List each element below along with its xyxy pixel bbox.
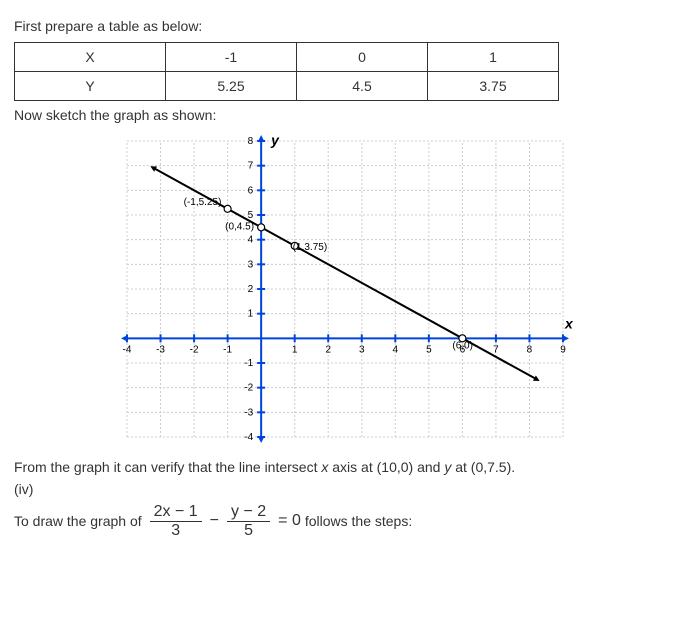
svg-text:-3: -3: [244, 407, 253, 418]
table-cell: -1: [166, 43, 297, 72]
svg-text:(1,3.75): (1,3.75): [293, 242, 327, 253]
verify-text: From the graph it can verify that the li…: [14, 459, 676, 475]
svg-text:(-1,5.25): (-1,5.25): [184, 197, 222, 208]
part-label: (iv): [14, 481, 676, 497]
frac2-num: y − 2: [227, 503, 270, 522]
verify-text-part1: From the graph it can verify that the li…: [14, 459, 321, 475]
svg-text:x: x: [564, 315, 574, 331]
verify-text-part2: axis at (10,0) and: [328, 459, 444, 475]
frac2-den: 5: [240, 522, 257, 540]
svg-text:8: 8: [527, 344, 533, 355]
svg-text:-4: -4: [123, 344, 132, 355]
svg-text:(6,0): (6,0): [452, 340, 473, 351]
fraction-2: y − 2 5: [227, 503, 270, 539]
svg-text:3: 3: [359, 344, 365, 355]
table-cell: 4.5: [297, 72, 428, 101]
equals-zero: = 0: [278, 512, 301, 530]
svg-text:7: 7: [248, 161, 254, 172]
verify-text-part3: at (0,7.5).: [451, 459, 515, 475]
table-cell: X: [15, 43, 166, 72]
svg-text:5: 5: [426, 344, 432, 355]
svg-text:1: 1: [248, 309, 254, 320]
svg-text:4: 4: [248, 235, 254, 246]
equation-line: To draw the graph of 2x − 1 3 − y − 2 5 …: [14, 503, 676, 539]
eq-prefix: To draw the graph of: [14, 513, 142, 529]
frac1-den: 3: [167, 522, 184, 540]
svg-text:-1: -1: [244, 358, 253, 369]
svg-text:2: 2: [248, 284, 254, 295]
svg-text:1: 1: [292, 344, 298, 355]
svg-text:4: 4: [393, 344, 399, 355]
sketch-text: Now sketch the graph as shown:: [14, 107, 676, 123]
svg-text:-2: -2: [244, 383, 253, 394]
graph-container: -4-3-2-1123456789-4-3-2-112345678xy(-1,5…: [14, 129, 676, 449]
svg-text:-3: -3: [156, 344, 165, 355]
table-cell: Y: [15, 72, 166, 101]
table-cell: 1: [428, 43, 559, 72]
table-cell: 3.75: [428, 72, 559, 101]
svg-text:-4: -4: [244, 432, 253, 443]
svg-text:9: 9: [560, 344, 566, 355]
svg-text:7: 7: [493, 344, 499, 355]
values-table: X-101 Y5.254.53.75: [14, 42, 559, 101]
line-graph: -4-3-2-1123456789-4-3-2-112345678xy(-1,5…: [115, 129, 575, 449]
svg-text:6: 6: [248, 185, 254, 196]
svg-text:-2: -2: [190, 344, 199, 355]
fraction-1: 2x − 1 3: [150, 503, 202, 539]
table-cell: 0: [297, 43, 428, 72]
frac1-num: 2x − 1: [150, 503, 202, 522]
svg-text:-1: -1: [223, 344, 232, 355]
minus-sign: −: [210, 512, 219, 530]
svg-text:y: y: [270, 132, 280, 148]
svg-text:(0,4.5): (0,4.5): [225, 221, 254, 232]
table-cell: 5.25: [166, 72, 297, 101]
svg-text:3: 3: [248, 259, 254, 270]
eq-suffix: follows the steps:: [305, 513, 412, 529]
svg-text:2: 2: [325, 344, 331, 355]
svg-text:8: 8: [248, 136, 254, 147]
intro-text: First prepare a table as below:: [14, 18, 676, 34]
